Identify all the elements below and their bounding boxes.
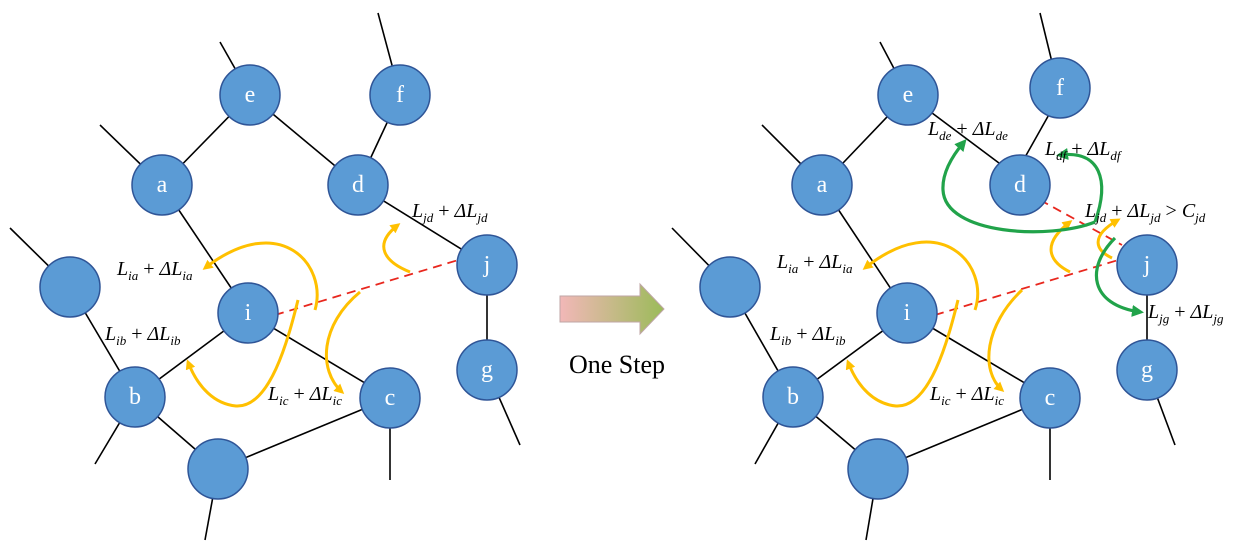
arrow-to-b	[185, 299, 300, 408]
right-traffic-arrows	[845, 218, 1121, 408]
node-bottom-left	[187, 438, 249, 500]
green-arrow-to-e	[941, 138, 1096, 234]
right-arrow-up-2	[1096, 218, 1121, 260]
node-a-label: a	[157, 172, 168, 198]
node-unlabeled-left	[39, 256, 101, 318]
right-node-e: e	[877, 64, 939, 126]
right-node-c-label: c	[1045, 385, 1056, 411]
right-node-e-label: e	[903, 82, 914, 108]
right-arrow-to-a	[862, 240, 980, 311]
node-j: j	[456, 234, 518, 296]
label-load-ib: Lib + ΔLib	[104, 323, 181, 348]
right-label-load-de: Lde + ΔLde	[927, 118, 1008, 143]
right-link-path-i-j	[934, 257, 1126, 316]
right-node-unlabeled-left	[699, 256, 761, 318]
right-node-f-label: f	[1056, 75, 1064, 101]
right-label-load-ib: Lib + ΔLib	[769, 323, 846, 348]
arrow-to-d	[382, 223, 411, 274]
node-f-label: f	[396, 82, 404, 108]
node-e-label: e	[245, 82, 256, 108]
node-a: a	[131, 154, 193, 216]
label-load-jd: Ljd + ΔLjd	[411, 200, 488, 225]
node-c-label: c	[385, 385, 396, 411]
right-node-i: i	[876, 282, 938, 344]
node-g: g	[456, 339, 518, 401]
right-node-b-label: b	[787, 384, 799, 410]
node-b-label: b	[129, 384, 141, 410]
left-link-path-i-j	[274, 257, 466, 316]
right-node-j-label: j	[1143, 252, 1151, 278]
right-failed-link-j-d	[1039, 199, 1123, 246]
right-node-g: g	[1116, 339, 1178, 401]
label-load-ic: Lic + ΔLic	[267, 383, 342, 408]
node-j-label: j	[483, 252, 491, 278]
right-arrow-to-b	[845, 299, 960, 408]
right-node-b: b	[762, 366, 824, 428]
node-d-label: d	[352, 172, 364, 198]
right-node-bottom	[847, 438, 909, 500]
left-graph: e f a d i j g b c Lia + ΔLia Lib + ΔLib …	[9, 12, 521, 541]
green-arrow-to-f	[1056, 148, 1104, 223]
step-label: One Step	[569, 350, 665, 379]
right-node-j: j	[1116, 234, 1178, 296]
left-traffic-arrows	[185, 223, 411, 408]
right-node-i-label: i	[904, 300, 911, 326]
node-f: f	[369, 64, 431, 126]
right-label-load-jd-overload: Ljd + ΔLjd > Cjd	[1084, 200, 1206, 225]
right-graph: e f a d i j g b c Lia + ΔLia Lib + ΔLib …	[671, 12, 1224, 541]
node-b: b	[104, 366, 166, 428]
node-c: c	[359, 367, 421, 429]
one-step-indicator: One Step	[559, 282, 665, 379]
node-g-label: g	[481, 357, 493, 383]
right-node-d: d	[989, 154, 1051, 216]
node-i-label: i	[245, 300, 252, 326]
right-node-f: f	[1029, 57, 1091, 119]
right-label-load-ic: Lic + ΔLic	[929, 383, 1004, 408]
node-d: d	[327, 154, 389, 216]
node-e: e	[219, 64, 281, 126]
green-arrow-to-g	[1094, 236, 1144, 317]
right-overload-arrows	[941, 138, 1144, 317]
right-node-c: c	[1019, 367, 1081, 429]
right-label-load-ia: Lia + ΔLia	[776, 251, 853, 276]
right-node-g-label: g	[1141, 357, 1153, 383]
right-label-load-df: Ldf + ΔLdf	[1044, 138, 1123, 163]
label-load-ia: Lia + ΔLia	[116, 258, 193, 283]
arrow-to-c	[324, 290, 361, 395]
arrow-to-a	[202, 241, 319, 311]
right-node-d-label: d	[1014, 172, 1026, 198]
right-arrow-to-c	[987, 288, 1024, 393]
right-node-a: a	[791, 154, 853, 216]
right-node-a-label: a	[817, 172, 828, 198]
step-arrow-icon	[559, 282, 665, 336]
right-label-load-jg: Ljg + ΔLjg	[1147, 301, 1224, 326]
node-i: i	[217, 282, 279, 344]
